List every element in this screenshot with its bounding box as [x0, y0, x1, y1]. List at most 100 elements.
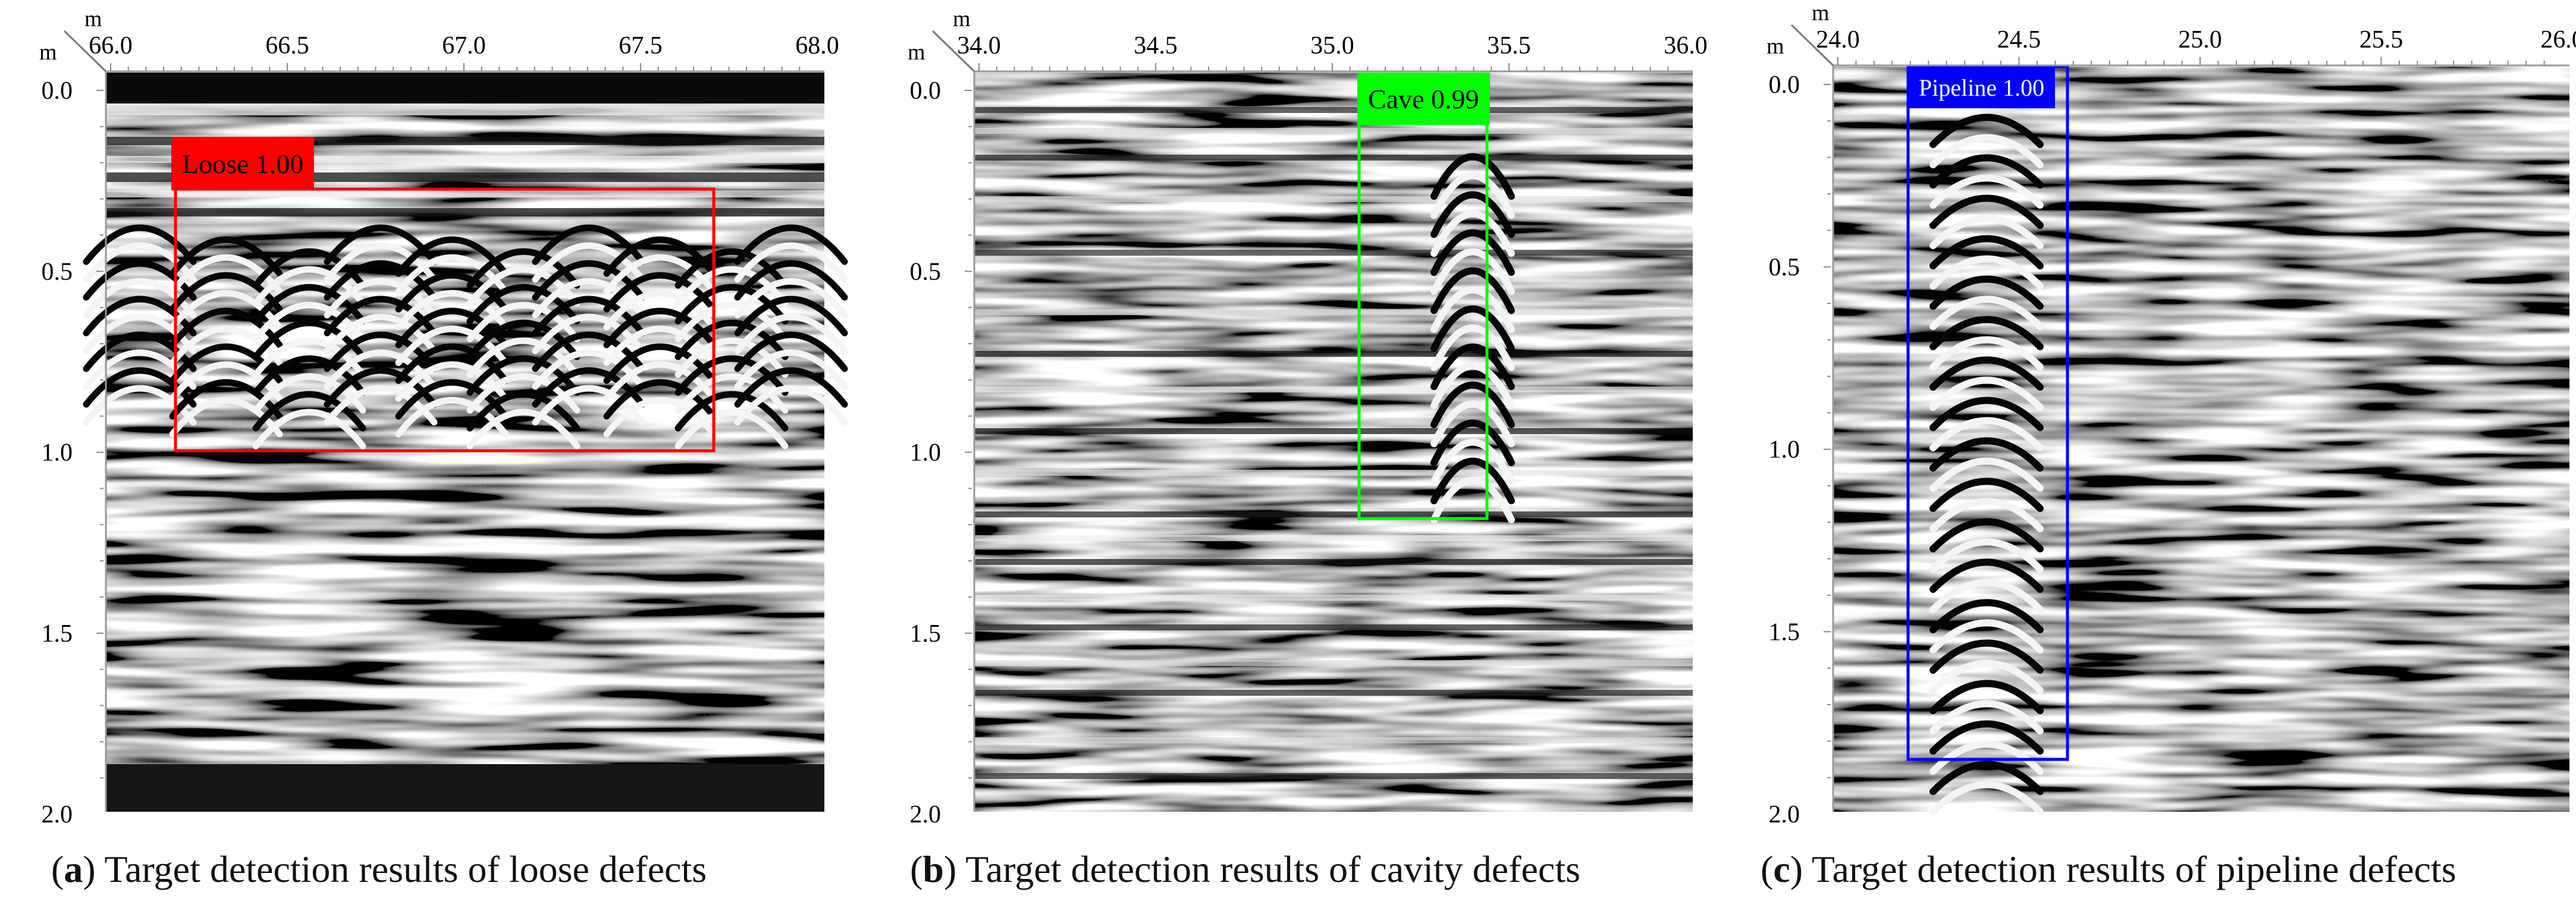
hyperbola-reflection	[1929, 680, 2044, 714]
hyperbola-reflection	[395, 325, 509, 366]
hyperbola-reflection	[734, 278, 848, 319]
hyperbola-reflection	[395, 361, 509, 402]
x-tick-label: 34.5	[1134, 32, 1178, 59]
layer-band	[974, 387, 1693, 392]
caption-a: (a) Target detection results of loose de…	[51, 848, 707, 890]
hyperbola-reflection	[532, 224, 646, 265]
hyperbola-reflection	[1929, 275, 2044, 310]
hyperbola-reflection	[603, 397, 717, 438]
hyperbola-reflection	[252, 319, 366, 360]
hyperbola-reflection	[734, 224, 848, 265]
hyperbola-reflection	[395, 236, 509, 277]
x-tick-label: 66.5	[265, 32, 309, 59]
hyperbola-reflection	[674, 409, 789, 450]
x-tick-label: 24.0	[1816, 26, 1860, 54]
hyperbola-reflection	[324, 260, 438, 301]
hyperbola-reflection	[1929, 457, 2044, 492]
hyperbola-reflection	[1929, 660, 2044, 694]
y-tick-label: 0.5	[910, 258, 942, 285]
y-tick-label: 1.0	[910, 439, 942, 467]
layer-band	[974, 250, 1693, 256]
hyperbola-reflection	[1929, 761, 2044, 795]
x-tick-label: 66.0	[89, 32, 133, 59]
layer-band	[974, 737, 1693, 743]
hyperbola-reflection	[532, 349, 646, 390]
hyperbola-reflection	[1430, 153, 1515, 200]
layer-band	[974, 470, 1693, 476]
y-unit-label: m	[39, 40, 57, 65]
hyperbola-reflection	[1929, 700, 2044, 734]
hyperbola-reflection	[1929, 538, 2044, 573]
x-tick-label: 68.0	[795, 32, 839, 59]
hyperbola-reflection	[324, 224, 438, 265]
x-tick-label: 24.5	[1997, 26, 2041, 54]
hyperbola-reflection	[252, 302, 366, 343]
y-tick-label: 0.5	[1769, 254, 1800, 281]
layer-band	[974, 155, 1693, 161]
hyperbola-group-b	[1357, 117, 1515, 523]
hyperbola-reflection	[1929, 498, 2044, 532]
hyperbola-reflection	[1430, 362, 1515, 409]
hyperbola-reflection	[734, 313, 848, 354]
bottom-band-a	[106, 764, 824, 812]
hyperbola-reflection	[603, 379, 717, 420]
hyperbola-reflection	[1929, 356, 2044, 391]
hyperbola-reflection	[1929, 174, 2044, 209]
x-tick-label: 35.0	[1310, 32, 1354, 59]
hyperbola-reflection	[1430, 248, 1515, 295]
hyperbola-reflection	[1929, 599, 2044, 633]
hyperbola-reflection	[734, 349, 848, 390]
layer-band	[974, 107, 1693, 113]
hyperbola-reflection	[532, 385, 646, 426]
hyperbola-reflection	[395, 307, 509, 348]
x-tick-label: 25.5	[2359, 26, 2404, 54]
hyperbola-reflection	[734, 331, 848, 372]
layer-band-group-b	[974, 107, 1693, 779]
layer-band	[974, 128, 1693, 134]
hyperbola-reflection	[1929, 518, 2044, 552]
axis-corner-diagonal	[63, 30, 107, 73]
radargram-a: mm 66.0 66.5 67.0 67.5 68.00.00.51.01.52.0	[39, 7, 848, 828]
hyperbola-reflection	[466, 391, 581, 432]
hyperbola-reflection	[1929, 316, 2044, 350]
hyperbola-reflection	[1929, 114, 2044, 148]
y-unit-label: m	[1767, 34, 1784, 59]
hyperbola-reflection	[734, 385, 848, 426]
x-unit-label: m	[953, 7, 971, 32]
caption-c: (c) Target detection results of pipeline…	[1761, 848, 2456, 890]
detection-box-loose	[174, 187, 716, 453]
hyperbola-reflection	[1430, 324, 1515, 371]
hyperbola-reflection	[395, 272, 509, 313]
y-tick-label: 1.0	[1769, 436, 1800, 464]
layer-band	[974, 660, 1693, 666]
hyperbola-reflection	[324, 385, 438, 426]
hyperbola-reflection	[252, 284, 366, 325]
hyperbola-reflection	[1430, 419, 1515, 466]
hyperbola-reflection	[603, 343, 717, 384]
layer-band	[974, 351, 1693, 357]
hyperbola-reflection	[1929, 417, 2044, 451]
hyperbola-reflection	[603, 325, 717, 366]
radargram-b: mm 34.0 34.5 35.0 35.5 36.00.00.51.01.52.0	[908, 7, 1708, 828]
layer-band	[974, 595, 1693, 601]
layer-band	[974, 428, 1693, 434]
hyperbola-reflection	[169, 236, 283, 277]
hyperbola-reflection	[252, 355, 366, 396]
x-tick-label: 25.0	[2178, 26, 2222, 54]
y-tick-label: 1.0	[42, 439, 73, 467]
y-tick-label: 1.5	[42, 620, 73, 648]
y-tick-label: 1.5	[1769, 618, 1800, 646]
hyperbola-reflection	[734, 260, 848, 301]
hyperbola-reflection	[532, 260, 646, 301]
hyperbola-reflection	[674, 391, 789, 432]
hyperbola-reflection	[603, 290, 717, 331]
x-tick-label: 36.0	[1664, 32, 1708, 59]
hyperbola-reflection	[1929, 558, 2044, 593]
reflection-band	[106, 208, 824, 216]
y-tick-label: 0.0	[910, 77, 942, 105]
hyperbola-reflection	[603, 307, 717, 348]
hyperbola-reflection	[395, 379, 509, 420]
hyperbola-reflection	[83, 224, 197, 265]
